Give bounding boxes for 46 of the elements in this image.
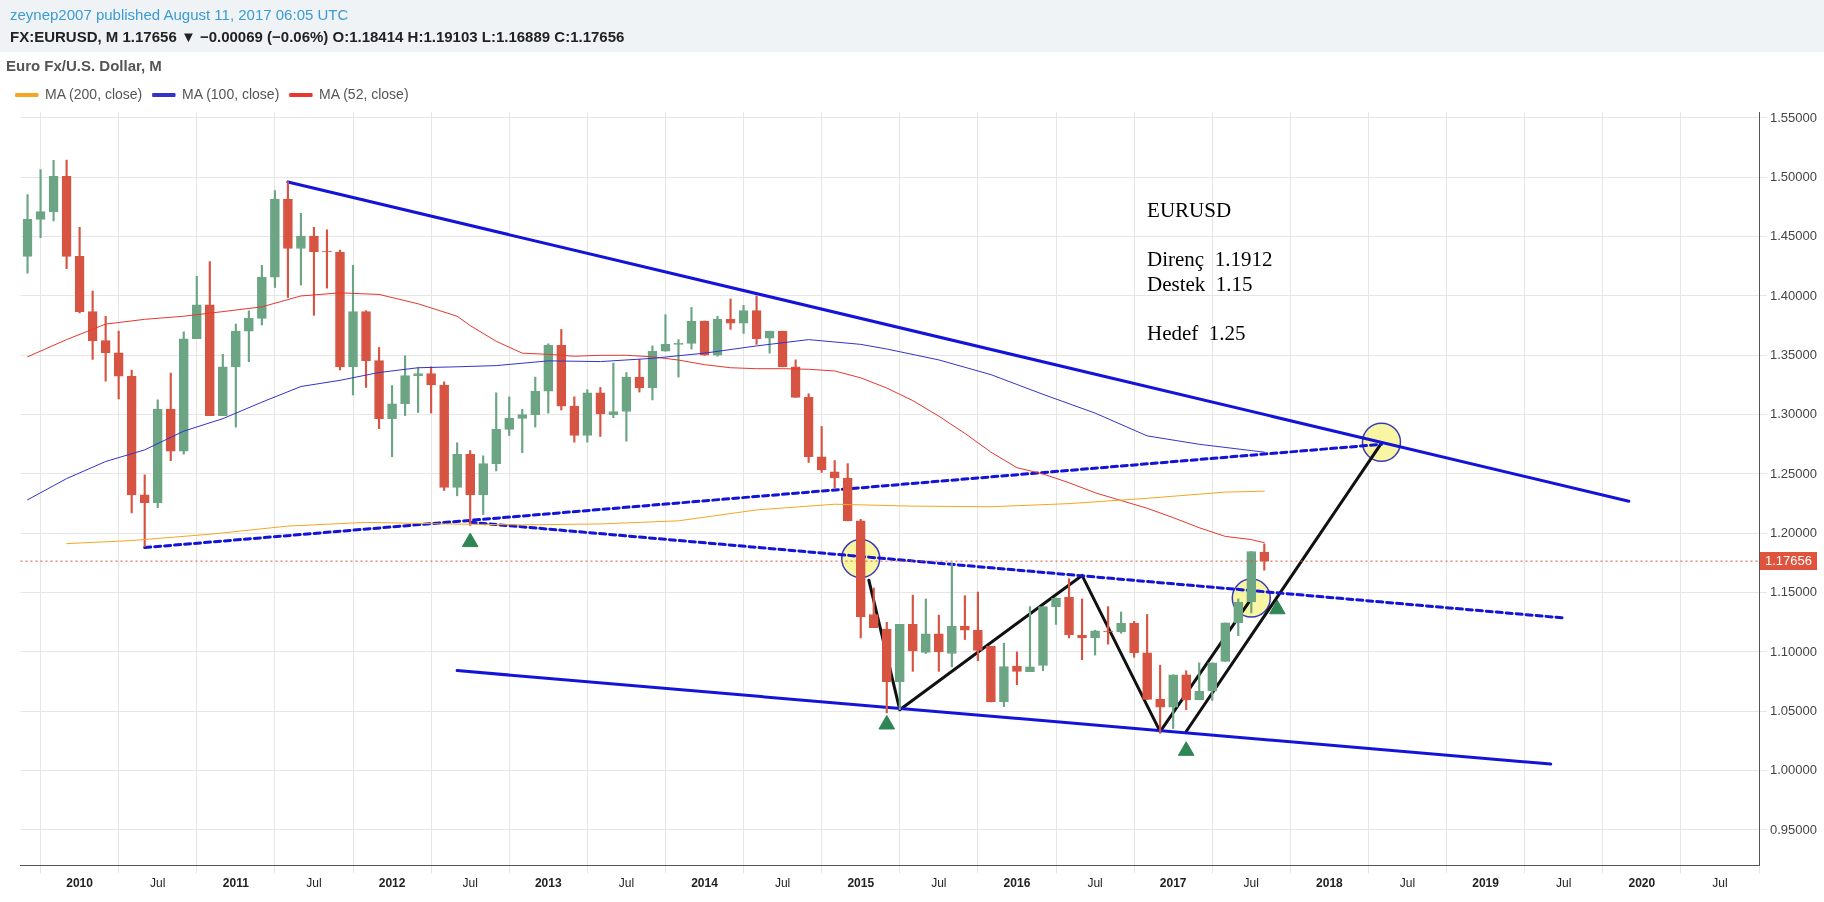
x-tick-label: Jul	[618, 876, 635, 891]
y-tick-label: 1.25000	[1770, 465, 1818, 481]
y-tick-label: 1.30000	[1770, 406, 1818, 422]
ref-line-label: 1.17656	[1765, 552, 1813, 568]
legend-label: MA (100, close)	[182, 85, 280, 102]
annotation: Hedef 1.25	[1147, 321, 1246, 345]
y-tick-label: 1.35000	[1770, 346, 1818, 362]
y-tick-label: 1.20000	[1770, 524, 1818, 540]
x-tick-label: 2020	[1628, 876, 1656, 891]
x-tick-label: 2011	[222, 876, 250, 891]
x-tick-label: 2018	[1316, 876, 1344, 891]
x-tick-label: Jul	[462, 876, 478, 891]
x-tick-label: 2015	[847, 876, 875, 891]
x-tick-label: 2012	[378, 876, 406, 891]
y-tick-label: 1.05000	[1770, 702, 1818, 718]
y-tick-label: 1.00000	[1770, 762, 1818, 778]
x-tick-label: 2016	[1003, 876, 1031, 891]
legend-label: MA (52, close)	[319, 85, 409, 102]
x-tick-label: Jul	[306, 876, 322, 891]
x-tick-label: Jul	[1399, 876, 1416, 891]
x-tick-label: 2014	[691, 876, 719, 891]
chart-subtitle: FX:EURUSD, M 1.17656 ▼ −0.00069 (−0.06%) O:1.18414 H:1.19103 L:1.16889 C:1.17656	[10, 27, 626, 47]
y-tick-label: 1.40000	[1770, 287, 1818, 303]
x-tick-label: Jul	[1087, 876, 1103, 891]
x-tick-label: Jul	[774, 876, 791, 891]
x-tick-label: 2019	[1472, 876, 1500, 891]
annotation: Destek 1.15	[1147, 272, 1253, 296]
annotation: Direnç 1.1912	[1147, 247, 1273, 271]
y-tick-label: 1.50000	[1770, 168, 1818, 184]
y-tick-label: 1.45000	[1770, 228, 1818, 244]
y-tick-label: 1.55000	[1770, 109, 1818, 125]
y-tick-label: 0.95000	[1770, 821, 1818, 837]
x-tick-label: 2010	[66, 876, 94, 891]
y-tick-label: 1.15000	[1770, 584, 1818, 600]
x-tick-label: Jul	[150, 876, 166, 891]
x-tick-label: Jul	[1556, 876, 1572, 891]
text: zeynep2007 published August 11, 2017 06:05 UTC	[10, 5, 350, 25]
x-tick-label: Jul	[1712, 876, 1728, 891]
x-tick-label: 2017	[1159, 876, 1187, 891]
x-tick-label: Jul	[931, 876, 947, 891]
chart-title: Euro Fx/U.S. Dollar, M	[6, 57, 162, 75]
legend-label: MA (200, close)	[45, 85, 143, 102]
x-tick-label: Jul	[1243, 876, 1259, 891]
annotation: EURUSD	[1147, 198, 1232, 222]
x-tick-label: 2013	[534, 876, 562, 891]
y-tick-label: 1.10000	[1770, 643, 1818, 659]
